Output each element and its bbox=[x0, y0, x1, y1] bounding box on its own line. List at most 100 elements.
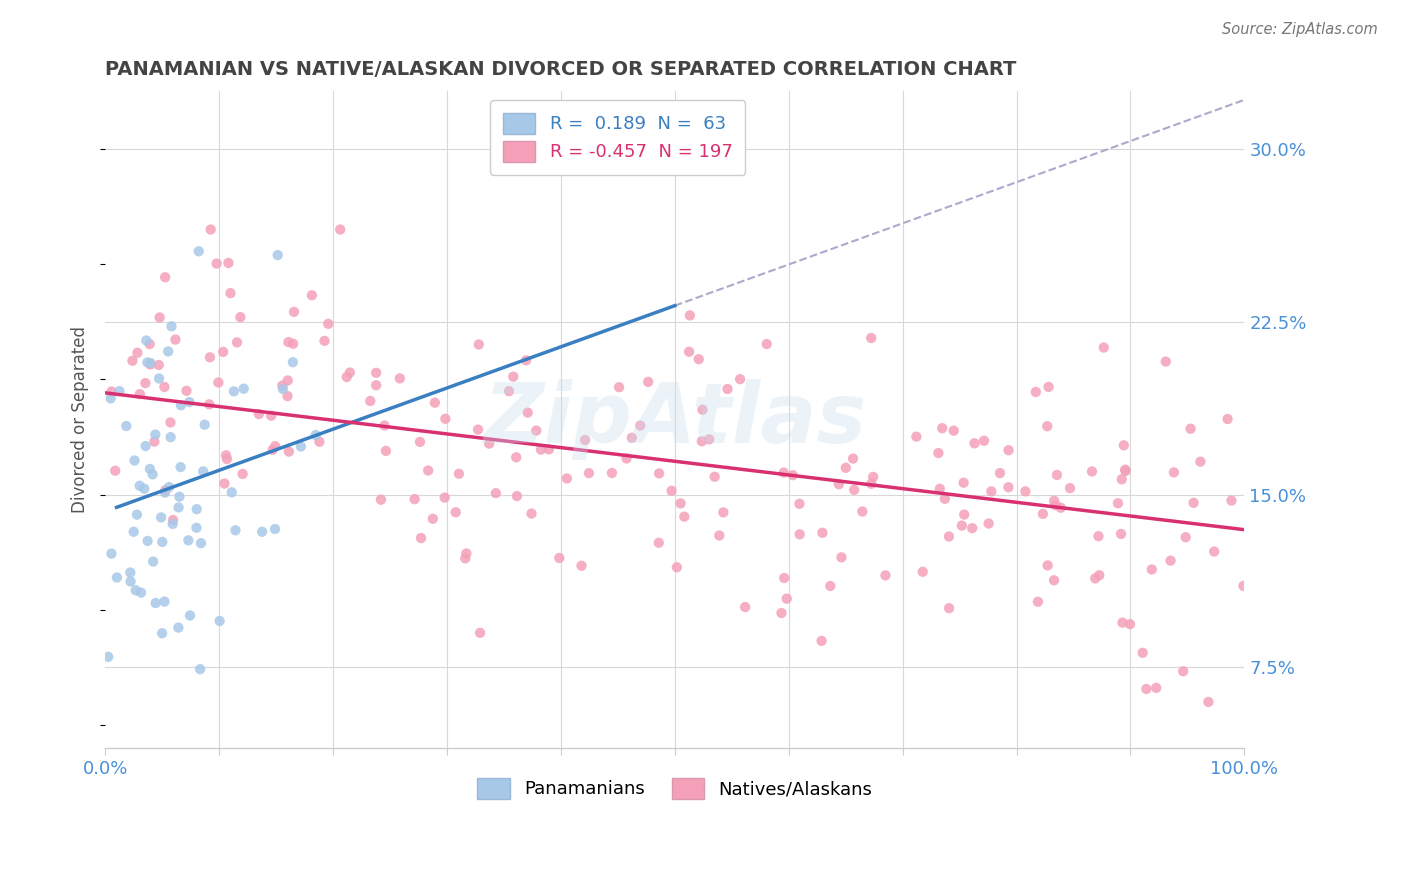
Text: Source: ZipAtlas.com: Source: ZipAtlas.com bbox=[1222, 22, 1378, 37]
Point bbox=[1189, 455, 1212, 469]
Point bbox=[409, 434, 432, 449]
Point bbox=[165, 333, 187, 347]
Point bbox=[773, 571, 796, 585]
Point bbox=[264, 522, 287, 536]
Point bbox=[520, 507, 543, 521]
Point bbox=[366, 366, 388, 380]
Point bbox=[134, 376, 156, 391]
Point bbox=[128, 479, 150, 493]
Point bbox=[143, 434, 166, 449]
Point bbox=[810, 633, 832, 648]
Point bbox=[942, 424, 965, 438]
Point bbox=[505, 450, 527, 465]
Point bbox=[678, 344, 700, 359]
Point bbox=[1174, 530, 1197, 544]
Point bbox=[120, 566, 142, 580]
Point bbox=[789, 497, 811, 511]
Point bbox=[485, 486, 508, 500]
Point bbox=[862, 470, 884, 484]
Point bbox=[530, 442, 553, 457]
Point bbox=[134, 482, 156, 496]
Point bbox=[301, 288, 323, 302]
Point bbox=[468, 337, 491, 351]
Point bbox=[1109, 527, 1132, 541]
Point bbox=[679, 309, 702, 323]
Point bbox=[1160, 554, 1182, 568]
Point bbox=[938, 601, 960, 615]
Point bbox=[673, 509, 696, 524]
Point bbox=[157, 344, 180, 359]
Point bbox=[616, 451, 638, 466]
Point bbox=[1114, 464, 1136, 478]
Point bbox=[388, 371, 411, 385]
Point bbox=[142, 467, 165, 482]
Point bbox=[988, 466, 1011, 480]
Point bbox=[308, 434, 330, 449]
Y-axis label: Divorced or Separated: Divorced or Separated bbox=[72, 326, 89, 513]
Point bbox=[422, 512, 444, 526]
Point bbox=[703, 469, 725, 483]
Point bbox=[628, 418, 651, 433]
Point bbox=[179, 608, 201, 623]
Point bbox=[169, 490, 191, 504]
Point bbox=[1081, 465, 1104, 479]
Point bbox=[977, 516, 1000, 531]
Point bbox=[188, 662, 211, 676]
Point bbox=[1036, 558, 1059, 573]
Point bbox=[135, 439, 157, 453]
Point bbox=[456, 547, 478, 561]
Point bbox=[177, 533, 200, 548]
Point bbox=[176, 384, 198, 398]
Point bbox=[200, 222, 222, 236]
Point bbox=[1032, 507, 1054, 521]
Point bbox=[138, 337, 160, 351]
Point bbox=[1059, 481, 1081, 495]
Point bbox=[828, 477, 851, 491]
Point bbox=[953, 508, 976, 522]
Point bbox=[860, 331, 883, 345]
Point bbox=[860, 476, 883, 491]
Point bbox=[159, 416, 181, 430]
Point bbox=[1112, 438, 1135, 452]
Point bbox=[1144, 681, 1167, 695]
Point bbox=[1087, 529, 1109, 543]
Point bbox=[434, 411, 457, 425]
Point bbox=[502, 369, 524, 384]
Point bbox=[212, 345, 235, 359]
Point bbox=[207, 376, 229, 390]
Point bbox=[170, 398, 193, 412]
Point bbox=[167, 500, 190, 515]
Point bbox=[423, 395, 446, 409]
Point bbox=[574, 433, 596, 447]
Point bbox=[232, 467, 254, 481]
Point bbox=[571, 558, 593, 573]
Point bbox=[153, 380, 176, 394]
Point bbox=[1220, 493, 1243, 508]
Point bbox=[1014, 484, 1036, 499]
Point bbox=[314, 334, 336, 348]
Point bbox=[190, 536, 212, 550]
Point bbox=[433, 491, 456, 505]
Point bbox=[842, 451, 865, 466]
Point bbox=[555, 471, 578, 485]
Point bbox=[648, 467, 671, 481]
Point bbox=[229, 310, 252, 325]
Point bbox=[830, 550, 852, 565]
Legend: Panamanians, Natives/Alaskans: Panamanians, Natives/Alaskans bbox=[464, 765, 886, 811]
Point bbox=[222, 384, 245, 399]
Point bbox=[366, 378, 388, 392]
Point bbox=[447, 467, 470, 481]
Point bbox=[516, 406, 538, 420]
Point bbox=[578, 466, 600, 480]
Point bbox=[276, 389, 298, 403]
Point bbox=[835, 460, 858, 475]
Point bbox=[1204, 544, 1226, 558]
Point bbox=[150, 626, 173, 640]
Point bbox=[139, 462, 162, 476]
Point bbox=[336, 370, 359, 384]
Point bbox=[515, 353, 537, 368]
Point bbox=[444, 505, 467, 519]
Point bbox=[159, 430, 181, 444]
Point bbox=[167, 621, 190, 635]
Point bbox=[782, 468, 804, 483]
